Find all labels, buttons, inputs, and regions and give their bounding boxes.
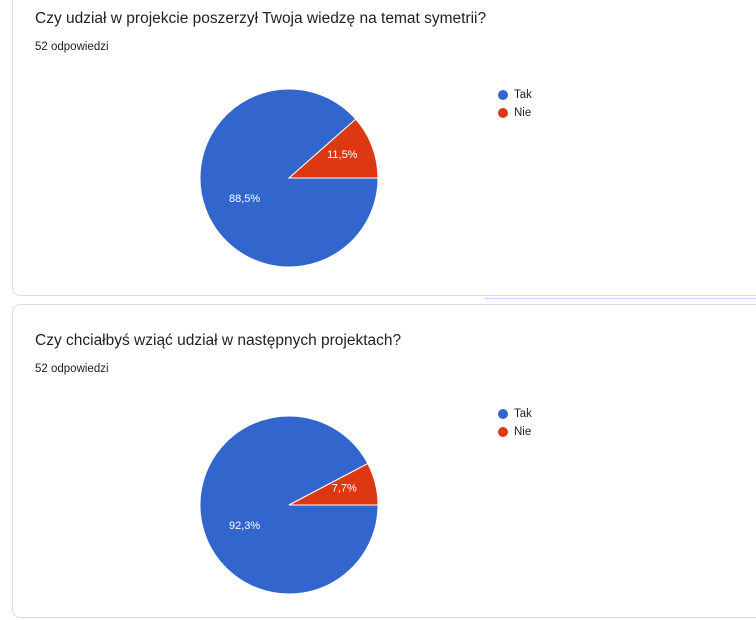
legend-swatch-tak [498, 90, 508, 100]
legend-label: Nie [514, 426, 532, 438]
legend-label: Tak [514, 89, 532, 101]
slice-label-nie: 7,7% [332, 482, 357, 494]
legend-2: Tak Nie [498, 405, 532, 441]
legend-swatch-tak [498, 409, 508, 419]
legend-label: Nie [514, 107, 532, 119]
slice-label-tak: 88,5% [229, 193, 260, 205]
pie-slice-nie[interactable] [287, 118, 379, 179]
response-count: 52 odpowiedzi [35, 363, 109, 375]
slice-label-tak: 92,3% [229, 520, 260, 532]
legend-item-nie[interactable]: Nie [498, 104, 532, 122]
question-card-2: Czy chciałbyś wziąć udział w następnych … [12, 304, 756, 618]
legend-item-tak[interactable]: Tak [498, 405, 532, 423]
pie-slice-nie[interactable] [288, 462, 379, 506]
pie-chart-1: 88,5% 11,5% [199, 88, 379, 268]
question-card-1: Czy udział w projekcie poszerzył Twoja w… [12, 0, 756, 296]
legend-swatch-nie [498, 427, 508, 437]
divider [484, 298, 756, 299]
legend-item-tak[interactable]: Tak [498, 86, 532, 104]
legend-1: Tak Nie [498, 86, 532, 122]
slice-label-nie: 11,5% [327, 149, 358, 161]
question-title: Czy udział w projekcie poszerzył Twoja w… [35, 10, 487, 27]
legend-item-nie[interactable]: Nie [498, 423, 532, 441]
legend-swatch-nie [498, 108, 508, 118]
response-count: 52 odpowiedzi [35, 41, 109, 53]
question-title: Czy chciałbyś wziąć udział w następnych … [35, 332, 402, 349]
pie-chart-2: 92,3% 7,7% [199, 415, 379, 595]
legend-label: Tak [514, 408, 532, 420]
